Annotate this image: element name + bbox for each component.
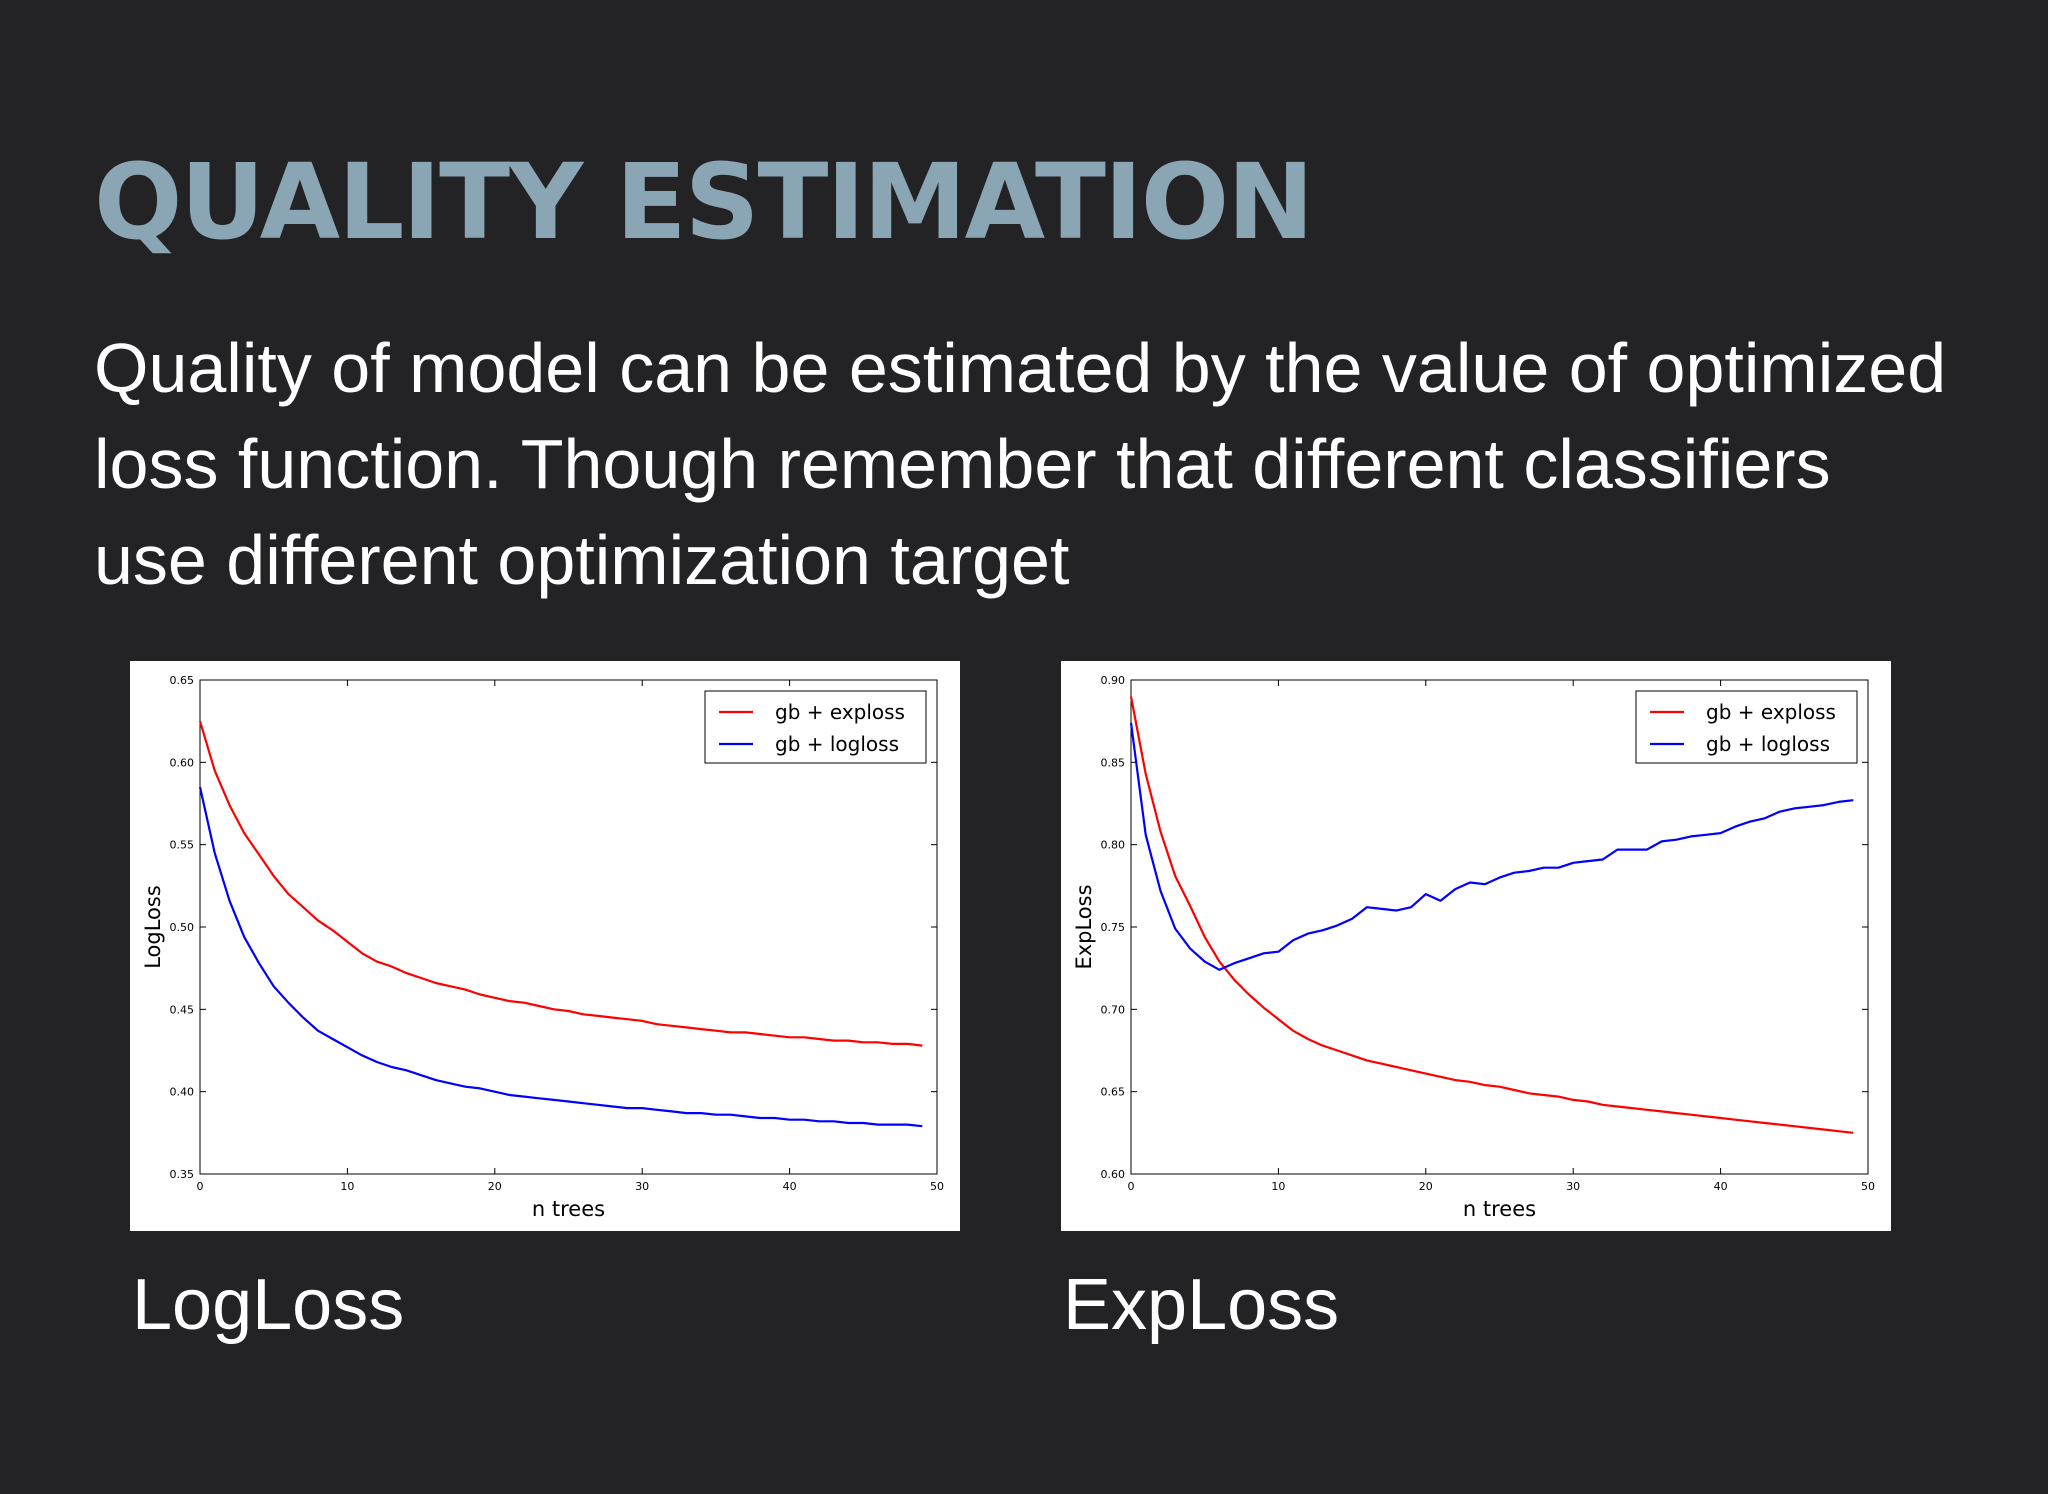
exploss-legend: gb + exploss gb + logloss bbox=[1635, 690, 1858, 764]
body-line: Quality of model can be estimated by the… bbox=[94, 329, 1947, 407]
logloss-y-tick-label: 0.35 bbox=[170, 1168, 195, 1181]
logloss-chart: 0 10 20 30 40 50 0.35 0.40 0.45 0.50 0.55 0.60 0.65 n… bbox=[130, 661, 960, 1231]
exploss-y-tick-label: 0.75 bbox=[1101, 921, 1126, 934]
body-line: use different optimization target bbox=[94, 521, 1070, 599]
exploss-legend-label: gb + logloss bbox=[1706, 732, 1830, 756]
slide-body-text: Quality of model can be estimated by the… bbox=[94, 320, 1946, 608]
logloss-chart-svg: 0 10 20 30 40 50 0.35 0.40 0.45 0.50 0.55 0.60 0.65 n… bbox=[141, 674, 944, 1221]
exploss-caption: ExpLoss bbox=[1063, 1265, 1340, 1345]
exploss-y-tick-label: 0.90 bbox=[1101, 674, 1126, 687]
logloss-legend-box bbox=[704, 690, 927, 764]
exploss-x-axis-label: n trees bbox=[1463, 1197, 1536, 1221]
exploss-y-tick-label: 0.60 bbox=[1101, 1168, 1126, 1181]
logloss-y-tick-label: 0.60 bbox=[170, 756, 195, 769]
slide-title: QUALITY ESTIMATION bbox=[94, 141, 1314, 263]
exploss-y-tick-label: 0.65 bbox=[1101, 1086, 1126, 1099]
exploss-x-tick-label: 0 bbox=[1128, 1180, 1135, 1193]
logloss-y-tick-label: 0.55 bbox=[170, 839, 195, 852]
logloss-x-tick-label: 40 bbox=[783, 1180, 797, 1193]
exploss-y-tick-label: 0.80 bbox=[1101, 839, 1126, 852]
logloss-series-gb-exploss-line bbox=[198, 720, 923, 1047]
exploss-legend-label: gb + exploss bbox=[1706, 700, 1836, 724]
logloss-x-axis-label: n trees bbox=[532, 1197, 605, 1221]
logloss-x-tick-label: 0 bbox=[197, 1180, 204, 1193]
logloss-legend: gb + exploss gb + logloss bbox=[704, 690, 927, 764]
exploss-x-tick-label: 10 bbox=[1271, 1180, 1285, 1193]
exploss-series-gb-logloss-line bbox=[1129, 722, 1854, 971]
logloss-y-tick-label: 0.65 bbox=[170, 674, 195, 687]
logloss-x-tick-label: 50 bbox=[930, 1180, 944, 1193]
exploss-x-tick-label: 40 bbox=[1714, 1180, 1728, 1193]
logloss-y-tick-label: 0.45 bbox=[170, 1003, 195, 1016]
exploss-y-tick-label: 0.70 bbox=[1101, 1003, 1126, 1016]
exploss-chart-svg: 0 10 20 30 40 50 0.60 0.65 0.70 0.75 0.80 0.85 0.90 n… bbox=[1072, 674, 1875, 1221]
logloss-x-tick-label: 20 bbox=[488, 1180, 502, 1193]
exploss-chart: 0 10 20 30 40 50 0.60 0.65 0.70 0.75 0.80 0.85 0.90 n… bbox=[1061, 661, 1891, 1231]
logloss-series-gb-logloss-line bbox=[198, 786, 923, 1128]
logloss-caption: LogLoss bbox=[132, 1265, 405, 1345]
exploss-y-tick-label: 0.85 bbox=[1101, 756, 1126, 769]
exploss-x-tick-label: 50 bbox=[1861, 1180, 1875, 1193]
logloss-y-axis-label: LogLoss bbox=[141, 885, 165, 969]
logloss-legend-label: gb + logloss bbox=[775, 732, 899, 756]
logloss-y-tick-label: 0.40 bbox=[170, 1086, 195, 1099]
exploss-x-tick-label: 20 bbox=[1419, 1180, 1433, 1193]
logloss-x-tick-label: 30 bbox=[635, 1180, 649, 1193]
logloss-y-tick-label: 0.50 bbox=[170, 921, 195, 934]
exploss-series-gb-exploss-line bbox=[1129, 696, 1854, 1134]
body-line: loss function. Though remember that diff… bbox=[94, 425, 1831, 503]
exploss-y-axis-label: ExpLoss bbox=[1072, 884, 1096, 969]
exploss-legend-box bbox=[1635, 690, 1858, 764]
logloss-x-tick-label: 10 bbox=[340, 1180, 354, 1193]
logloss-legend-label: gb + exploss bbox=[775, 700, 905, 724]
exploss-x-tick-label: 30 bbox=[1566, 1180, 1580, 1193]
